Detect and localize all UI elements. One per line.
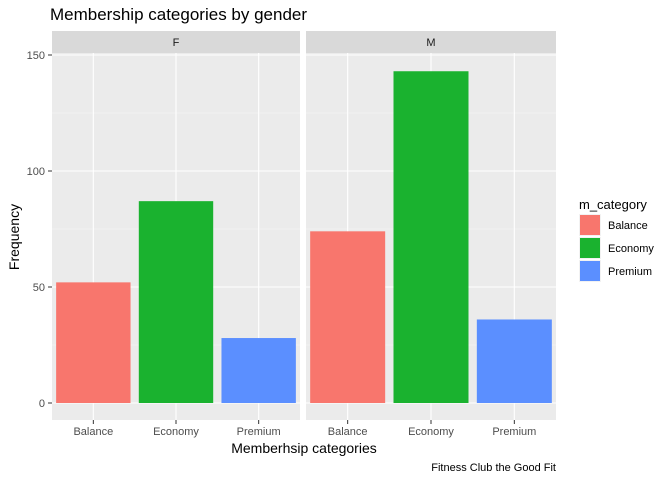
x-tick-label: Premium bbox=[492, 426, 536, 438]
legend-swatch-balance bbox=[580, 215, 600, 235]
x-tick-label: Balance bbox=[73, 426, 113, 438]
facet-panel-F: F Balance Economy Premium bbox=[52, 31, 300, 438]
legend-label: Balance bbox=[608, 220, 648, 232]
x-tick-label: Balance bbox=[328, 426, 368, 438]
facet-strip bbox=[306, 31, 556, 53]
bar-M-balance bbox=[310, 231, 386, 403]
x-axis-title: Memberhsip categories bbox=[231, 440, 377, 456]
legend: m_category Balance Economy Premium bbox=[579, 197, 654, 282]
y-tick-label: 150 bbox=[27, 50, 45, 62]
bar-F-premium bbox=[221, 338, 296, 403]
y-tick-label: 0 bbox=[39, 398, 45, 410]
y-axis-title: Frequency bbox=[6, 204, 22, 270]
facet-strip bbox=[52, 31, 300, 53]
y-tick-label: 50 bbox=[33, 282, 45, 294]
x-tick-label: Premium bbox=[237, 426, 281, 438]
bar-M-premium bbox=[476, 319, 552, 403]
y-tick-label: 100 bbox=[27, 166, 45, 178]
legend-swatch-economy bbox=[580, 238, 600, 258]
facet-strip-label: M bbox=[426, 37, 435, 49]
chart-title: Membership categories by gender bbox=[50, 5, 307, 24]
legend-label: Economy bbox=[608, 243, 654, 255]
bar-F-economy bbox=[138, 201, 214, 403]
legend-label: Premium bbox=[608, 266, 652, 278]
x-tick-label: Economy bbox=[153, 426, 199, 438]
y-axis: 0 50 100 150 bbox=[27, 50, 52, 410]
bar-M-economy bbox=[393, 71, 469, 404]
legend-title: m_category bbox=[579, 197, 647, 212]
legend-swatch-premium bbox=[580, 261, 600, 281]
facet-strip-label: F bbox=[173, 37, 180, 49]
facet-panels: F Balance Economy Premium M Balance Economy Pre… bbox=[52, 31, 556, 438]
x-tick-label: Economy bbox=[408, 426, 454, 438]
facet-panel-M: M Balance Economy Premium bbox=[306, 31, 556, 438]
bar-F-balance bbox=[56, 282, 131, 403]
chart-caption: Fitness Club the Good Fit bbox=[431, 462, 556, 474]
